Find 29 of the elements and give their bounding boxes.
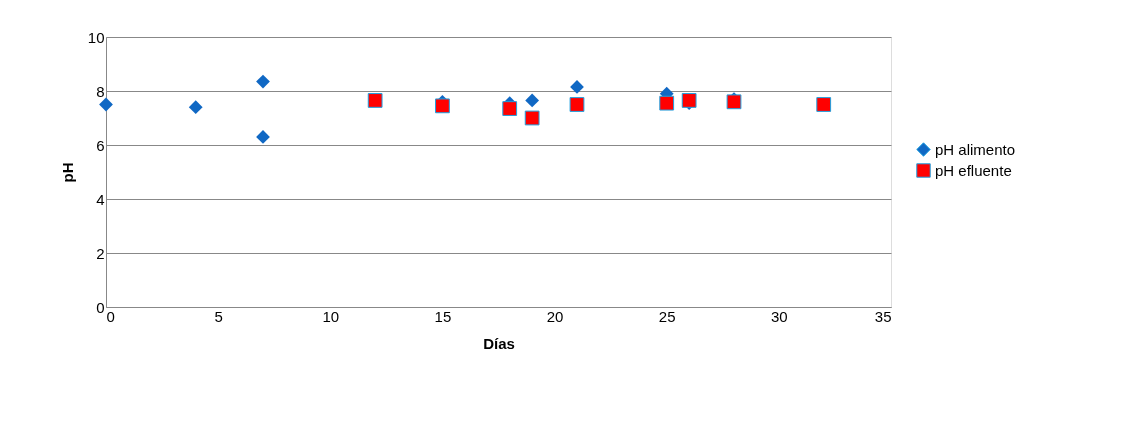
- y-tick-label: 10: [87, 28, 105, 46]
- y-axis-title: pH: [58, 162, 76, 183]
- x-tick-label: 30: [771, 307, 788, 325]
- point: [816, 97, 832, 112]
- x-tick-label: 20: [546, 307, 564, 325]
- point: [367, 93, 383, 108]
- point: [188, 100, 203, 115]
- legend-label: pH alimento: [935, 140, 1016, 158]
- point: [435, 98, 450, 114]
- point: [256, 130, 270, 144]
- x-axis-title: Días: [483, 334, 515, 352]
- x-tick-label: 35: [874, 307, 892, 325]
- y-tick-label: 8: [96, 82, 105, 100]
- y-tick-label: 4: [96, 190, 105, 208]
- point: [502, 101, 518, 116]
- point: [659, 95, 675, 111]
- point: [256, 74, 270, 89]
- x-tick-label: 25: [658, 307, 676, 325]
- point: [525, 93, 540, 108]
- x-tick-label: 15: [434, 307, 452, 325]
- x-tick-label: 5: [214, 307, 223, 325]
- point: [569, 97, 585, 112]
- legend-label: pH efluente: [935, 161, 1012, 179]
- point: [99, 97, 113, 112]
- y-tick-label: 2: [96, 244, 105, 262]
- x-tick-label: 10: [322, 307, 340, 325]
- y-tick-label: 6: [96, 136, 105, 154]
- point: [524, 110, 540, 126]
- point: [726, 94, 742, 110]
